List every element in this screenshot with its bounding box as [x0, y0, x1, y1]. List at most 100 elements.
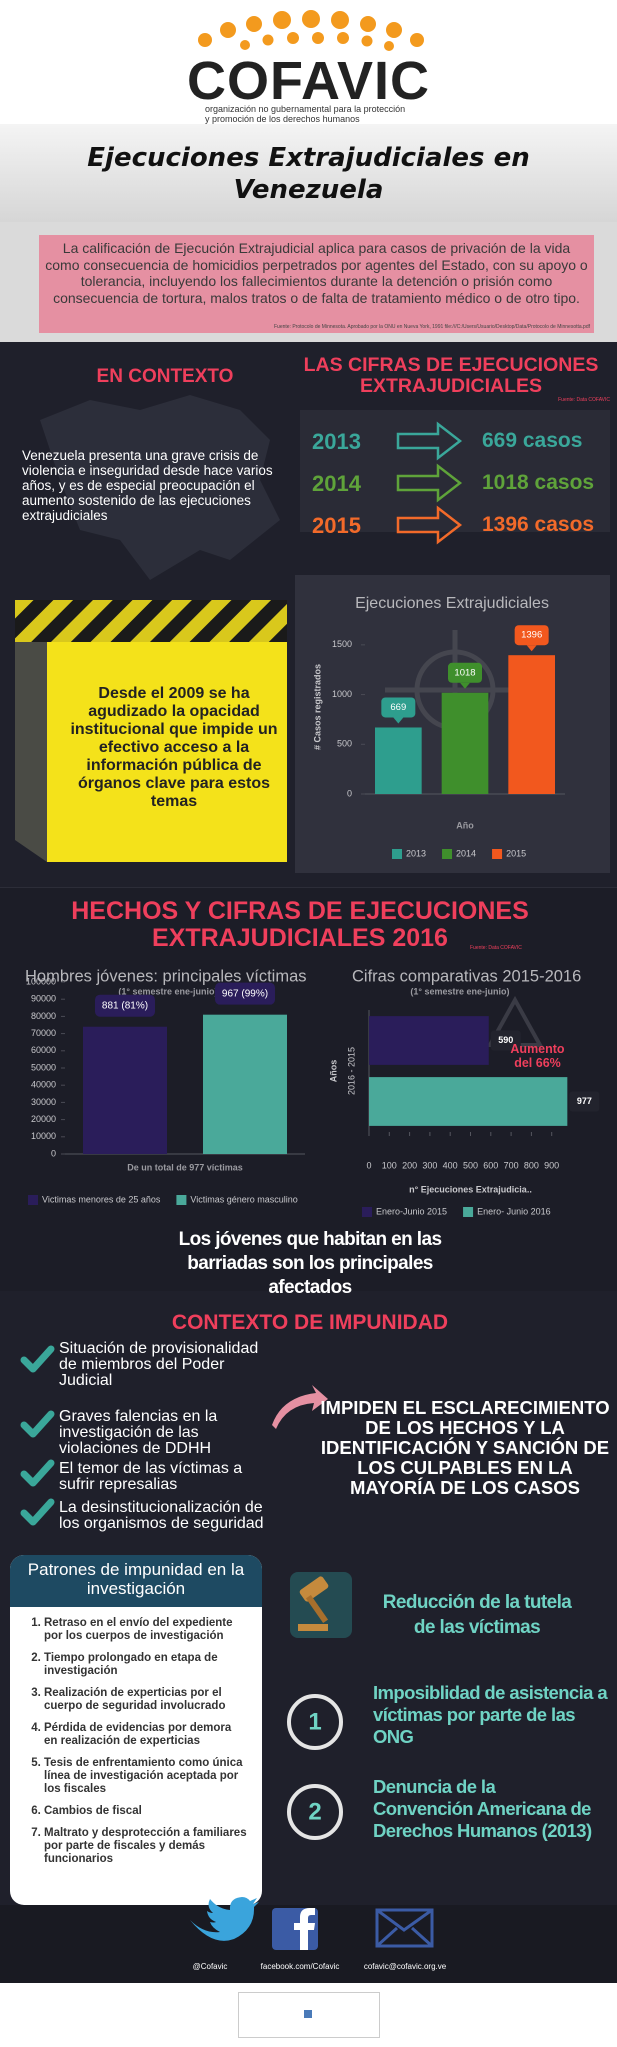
circle-number: 1 — [308, 1708, 321, 1735]
patrones-item: Tesis de enfrentamiento como única línea… — [44, 1757, 247, 1796]
data-label: 977 — [577, 1096, 592, 1106]
y-tick-label: 80000 — [31, 1011, 56, 1021]
x-tick-label: 0 — [366, 1160, 371, 1170]
main-title: Ejecuciones Extrajudiciales en Venezuela — [87, 143, 530, 205]
facebook-icon[interactable] — [272, 1908, 318, 1950]
chart-title: Hombres jóvenes: principales víctimas — [25, 967, 307, 985]
cifras-arrows — [396, 421, 463, 545]
cifras-cases: 1396 casos — [482, 513, 595, 536]
footer-facebook[interactable]: facebook.com/Cofavic — [260, 1962, 340, 1971]
annotation: Aumento del 66% — [510, 1042, 565, 1070]
consecuencia: Denuncia de la Convención Americana de D… — [373, 1776, 592, 1841]
y-axis-label: Años — [328, 1060, 338, 1083]
bar — [375, 727, 422, 794]
barrier-box — [15, 600, 287, 862]
patrones-item: Pérdida de evidencias por demora en real… — [44, 1722, 247, 1748]
definition-text: La calificación de Ejecución Extrajudici… — [45, 240, 588, 306]
cifras-year: 2013 — [312, 429, 361, 454]
cifras-cases: 1018 casos — [482, 471, 595, 494]
y-category-label: 2016 - 2015 — [346, 1047, 356, 1095]
data-label-bg — [381, 697, 416, 718]
footer-twitter[interactable]: @Cofavic — [192, 1962, 228, 1971]
cifras-cases: 669 casos — [482, 429, 583, 452]
patrones-list-wrap: Retraso en el envío del expediente por l… — [22, 1617, 247, 1875]
x-tick-label: 700 — [504, 1160, 519, 1170]
email-icon[interactable] — [375, 1908, 434, 1948]
source: Fuente: Data COFAVIC — [470, 945, 522, 951]
chart-title: Cifras comparativas 2015-2016 — [352, 967, 581, 985]
legend-label: 2015 — [506, 848, 526, 858]
y-tick-label: 0 — [347, 788, 352, 798]
legend-swatch — [392, 849, 402, 859]
checkmarks — [20, 1345, 55, 1526]
note: Los jóvenes que habitan en las barriadas… — [178, 1229, 442, 1298]
embed-icon — [304, 2010, 312, 2018]
tagline-line: y promoción de los derechos humanos — [205, 114, 360, 124]
patrones-list: Retraso en el envío del expediente por l… — [22, 1617, 247, 1866]
annotation-bg — [215, 982, 275, 1005]
twitter-icon[interactable] — [190, 1897, 259, 1941]
cifras-year: 2015 — [312, 513, 361, 538]
chart-subtitle: (1° semestre ene-junio) — [410, 986, 509, 996]
legend-label: Enero- Junio 2016 — [477, 1206, 551, 1216]
legend-swatch — [463, 1207, 474, 1217]
y-tick-label: 10000 — [31, 1131, 56, 1141]
legend-swatch — [492, 849, 503, 859]
y-tick-label: 500 — [337, 739, 352, 749]
x-tick-label: 900 — [544, 1160, 559, 1170]
consecuencia: Imposiblidad de asistencia a víctimas po… — [373, 1682, 608, 1747]
tagline-line: organización no gubernamental para la pr… — [205, 104, 406, 114]
bar — [508, 655, 555, 794]
curved-arrow — [272, 1385, 328, 1429]
tagline: organización no gubernamental para la pr… — [205, 104, 405, 124]
legend-label: 2013 — [406, 848, 426, 858]
patrones-item: Cambios de fiscal — [44, 1805, 247, 1818]
section-heading: CONTEXTO DE IMPUNIDAD — [171, 1311, 449, 1334]
patrones-heading: Patrones de impunidad en la investigació… — [27, 1560, 245, 1598]
impiden-text: IMPIDEN EL ESCLARECIMIENTO DE LOS HECHOS… — [320, 1397, 610, 1498]
y-tick-label: 70000 — [31, 1028, 56, 1038]
bar — [369, 1016, 489, 1065]
patrones-box — [10, 1555, 262, 1905]
x-axis-label: n° Ejecuciones Extrajudicia.. — [409, 1184, 532, 1194]
cifras-panel — [300, 410, 610, 532]
legend-swatch — [176, 1195, 187, 1205]
legend-swatch — [362, 1207, 372, 1217]
definition-source: Fuente: Protocolo de Minnesota. Aprobado… — [273, 324, 590, 330]
data-label-pointer — [393, 717, 404, 724]
x-tick-label: 500 — [463, 1160, 478, 1170]
y-tick-label: 30000 — [31, 1097, 56, 1107]
footer-email[interactable]: cofavic@cofavic.org.ve — [363, 1962, 447, 1971]
data-label-pointer — [526, 645, 537, 652]
data-label: 590 — [498, 1035, 513, 1045]
legend-swatch — [28, 1195, 38, 1205]
y-tick-label: 20000 — [31, 1114, 56, 1124]
box-text: Desde el 2009 se ha agudizado la opacida… — [70, 685, 278, 810]
bar — [83, 1026, 167, 1154]
bar — [369, 1077, 568, 1126]
source: Fuente: Data COFAVIC — [558, 397, 610, 403]
bar — [203, 1014, 287, 1154]
title-bg — [0, 124, 617, 222]
cifras-year: 2014 — [312, 471, 361, 496]
legend-swatch — [442, 849, 453, 859]
data-label-bg — [569, 1091, 600, 1112]
y-tick-label: 50000 — [31, 1062, 56, 1072]
x-tick-label: 300 — [422, 1160, 437, 1170]
patrones-item: Tiempo prolongado en etapa de investigac… — [44, 1652, 247, 1678]
data-label-bg — [448, 662, 482, 683]
x-tick-label: 200 — [402, 1160, 417, 1170]
annotation: 967 (99%) — [222, 988, 268, 999]
y-tick-label: 0 — [51, 1148, 56, 1158]
patrones-header-bg — [10, 1555, 262, 1607]
logo-text: COFAVIC — [186, 51, 430, 111]
x-axis-label: De un total de 977 víctimas — [127, 1162, 243, 1172]
impunidad-item: Situación de provisionalidad de miembros… — [59, 1340, 259, 1389]
chart-subtitle: (1° semestre ene-junio) — [118, 986, 217, 996]
annotation-bg — [95, 994, 155, 1017]
number-circles — [287, 1694, 343, 1840]
patrones-item: Retraso en el envío del expediente por l… — [44, 1617, 247, 1643]
